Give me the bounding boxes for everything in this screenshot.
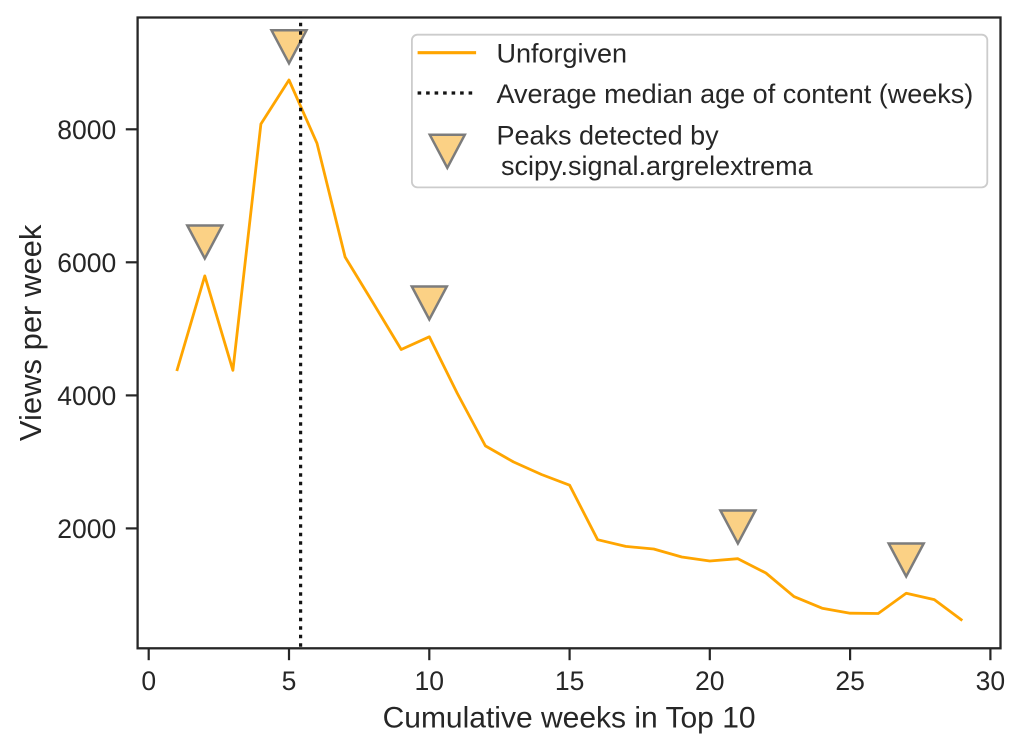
svg-text:Views per week: Views per week (13, 224, 48, 441)
svg-text:Cumulative weeks in Top 10: Cumulative weeks in Top 10 (383, 701, 756, 734)
svg-text:15: 15 (555, 666, 584, 696)
svg-text:Average median age of content: Average median age of content (weeks) (497, 79, 974, 109)
svg-text:0: 0 (141, 666, 156, 696)
svg-text:6000: 6000 (57, 248, 116, 278)
svg-text:30: 30 (976, 666, 1005, 696)
svg-text:25: 25 (835, 666, 864, 696)
svg-text:10: 10 (415, 666, 444, 696)
svg-text:5: 5 (282, 666, 297, 696)
svg-text:4000: 4000 (57, 381, 116, 411)
svg-text:20: 20 (695, 666, 724, 696)
svg-text:Peaks detected by: Peaks detected by (497, 121, 720, 151)
svg-text:scipy.signal.argrelextrema: scipy.signal.argrelextrema (501, 151, 814, 181)
svg-text:Unforgiven: Unforgiven (497, 39, 628, 69)
svg-text:2000: 2000 (57, 514, 116, 544)
svg-text:8000: 8000 (57, 115, 116, 145)
